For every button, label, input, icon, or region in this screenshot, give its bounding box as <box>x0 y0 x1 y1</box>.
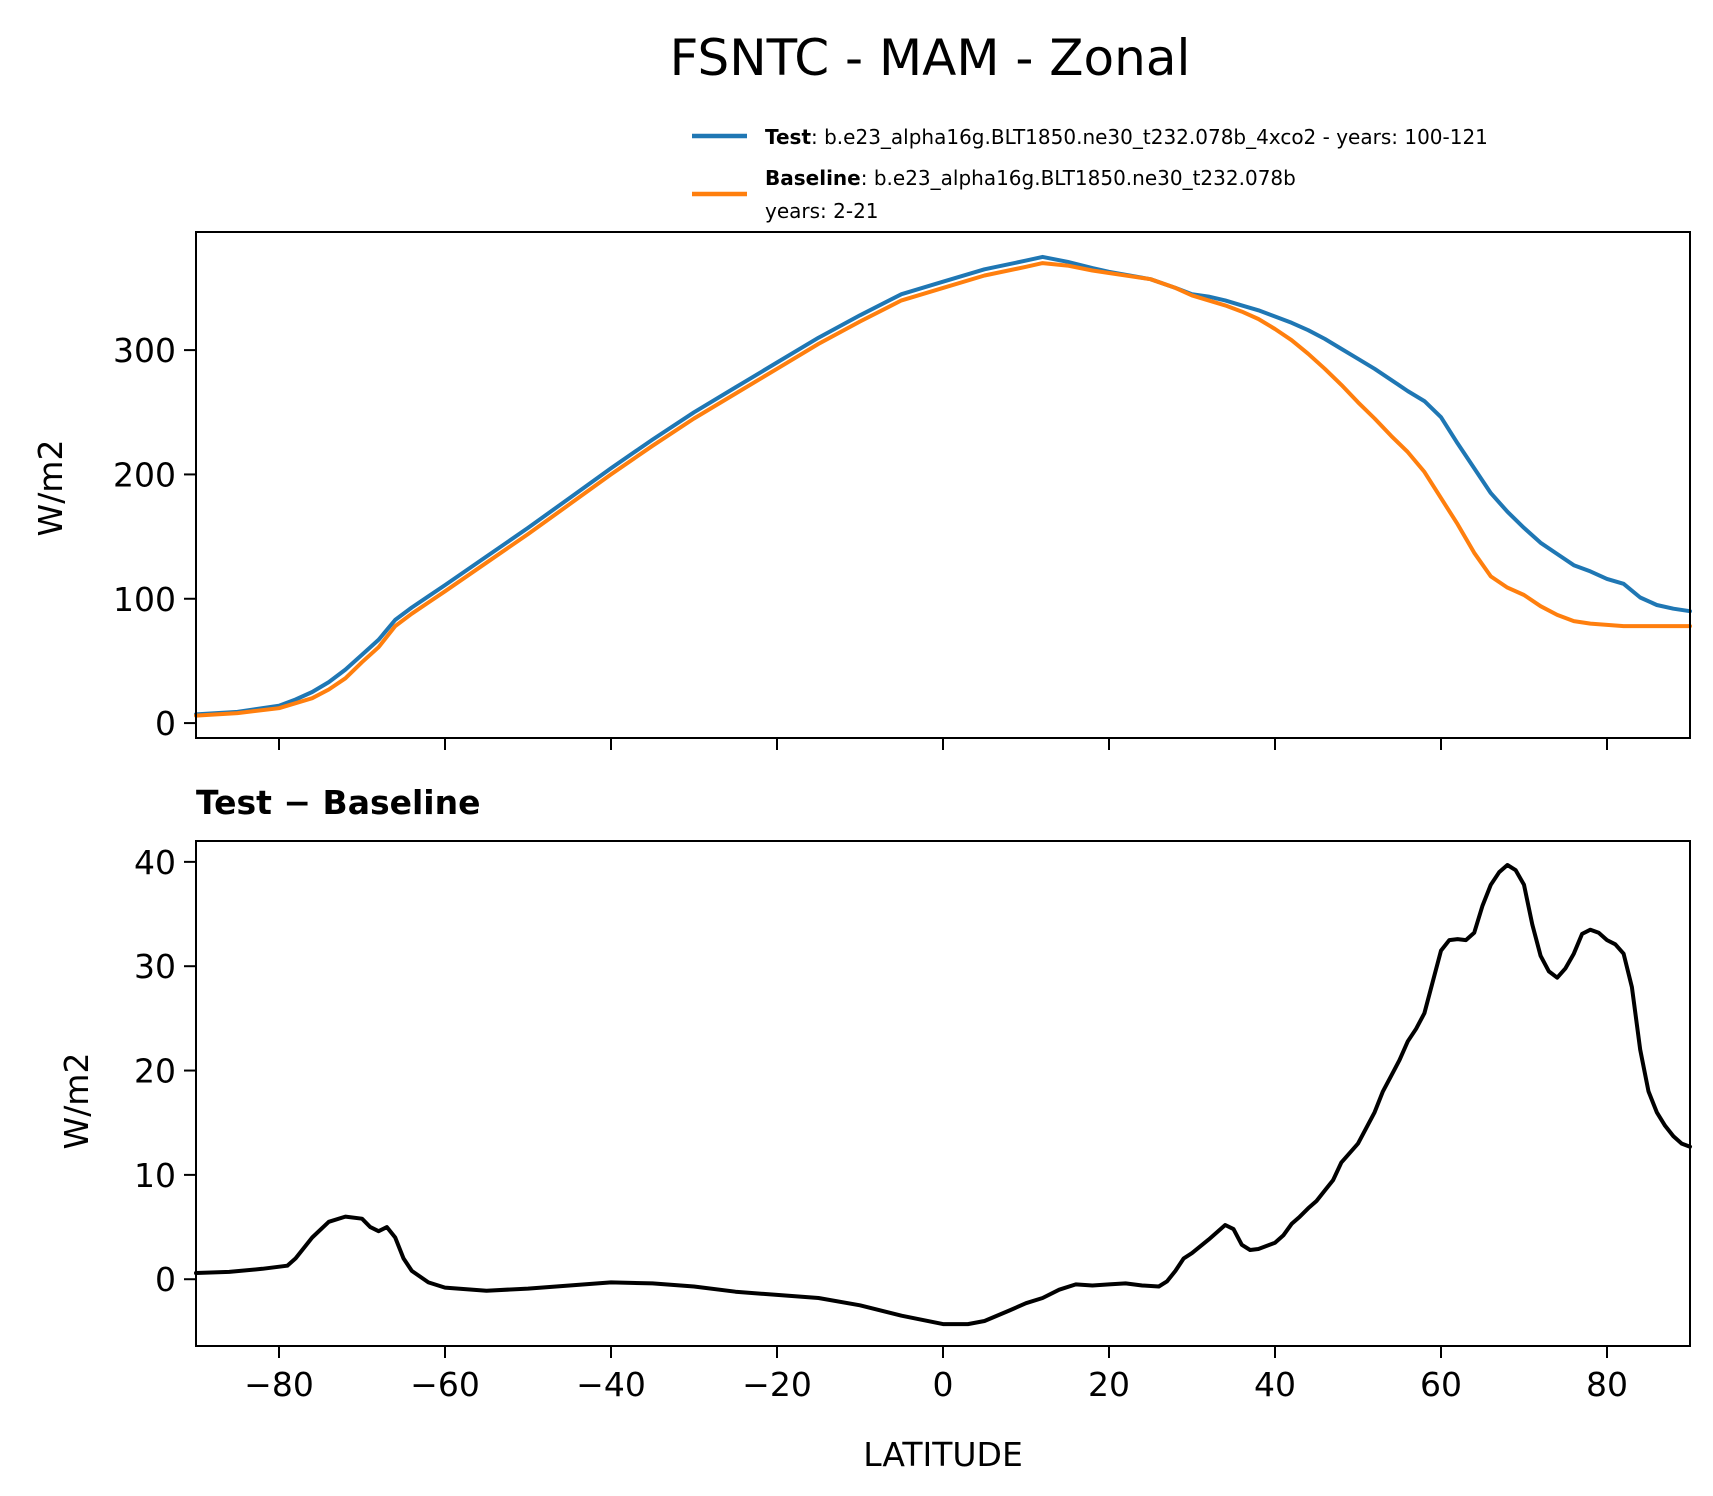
bottom-y-ticks: 0 10 20 30 40 <box>134 843 196 1299</box>
bottom-panel-title: Test − Baseline <box>196 783 481 822</box>
x-axis-label: LATITUDE <box>863 1435 1023 1474</box>
bottom-series-line-test-baseline <box>194 863 1692 1327</box>
bottom-y-tick-label: 40 <box>134 843 176 882</box>
top-x-ticks <box>278 738 1608 750</box>
bottom-y-tick-label: 10 <box>134 1156 176 1195</box>
bottom-x-tick-label: 80 <box>1586 1365 1628 1404</box>
bottom-y-tick-label: 30 <box>134 947 176 986</box>
top-y-ticks: 0 100 200 300 <box>113 331 196 743</box>
top-series-line-test <box>194 254 1692 717</box>
bottom-x-tick-label: 0 <box>933 1365 954 1404</box>
top-y-tick-label: 100 <box>113 580 176 619</box>
bottom-x-tick-label: 40 <box>1254 1365 1296 1404</box>
bottom-x-tick-label: 20 <box>1088 1365 1130 1404</box>
top-y-tick-label: 0 <box>155 704 176 743</box>
top-series-line-baseline <box>194 261 1692 718</box>
bottom-y-axis-label: W/m2 <box>57 1053 96 1150</box>
legend-baseline-entry: Baseline: b.e23_alpha16g.BLT1850.ne30_t2… <box>765 166 1296 190</box>
legend: Test: b.e23_alpha16g.BLT1850.ne30_t232.0… <box>692 125 1488 223</box>
top-panel: 0 100 200 300 W/m2 <box>31 231 1692 750</box>
bottom-x-tick-label: −80 <box>244 1365 314 1404</box>
legend-test-label: Test <box>765 125 811 149</box>
bottom-panel: Test − Baseline 0 10 20 30 40 −80 −60 −40 −20 0 2… <box>57 783 1692 1474</box>
bottom-y-tick-label: 20 <box>134 1052 176 1091</box>
bottom-x-tick-label: 60 <box>1420 1365 1462 1404</box>
top-axes-frame <box>195 231 1691 739</box>
legend-baseline-text: : b.e23_alpha16g.BLT1850.ne30_t232.078b <box>861 166 1296 190</box>
legend-test-entry: Test: b.e23_alpha16g.BLT1850.ne30_t232.0… <box>765 125 1488 149</box>
top-y-tick-label: 200 <box>113 455 176 494</box>
bottom-axes-frame <box>195 840 1691 1347</box>
bottom-y-tick-label: 0 <box>155 1260 176 1299</box>
legend-baseline-label: Baseline <box>765 166 861 190</box>
chart-title: FSNTC - MAM - Zonal <box>670 29 1191 87</box>
bottom-x-tick-label: −60 <box>410 1365 480 1404</box>
legend-test-text: : b.e23_alpha16g.BLT1850.ne30_t232.078b_… <box>811 125 1488 149</box>
bottom-x-tick-label: −40 <box>576 1365 646 1404</box>
top-y-axis-label: W/m2 <box>31 440 70 537</box>
top-series <box>194 254 1692 718</box>
bottom-x-ticks: −80 −60 −40 −20 0 20 40 60 80 <box>244 1346 1628 1404</box>
bottom-series <box>194 863 1692 1327</box>
bottom-x-tick-label: −20 <box>742 1365 812 1404</box>
top-y-tick-label: 300 <box>113 331 176 370</box>
legend-baseline-years: years: 2-21 <box>765 199 879 223</box>
